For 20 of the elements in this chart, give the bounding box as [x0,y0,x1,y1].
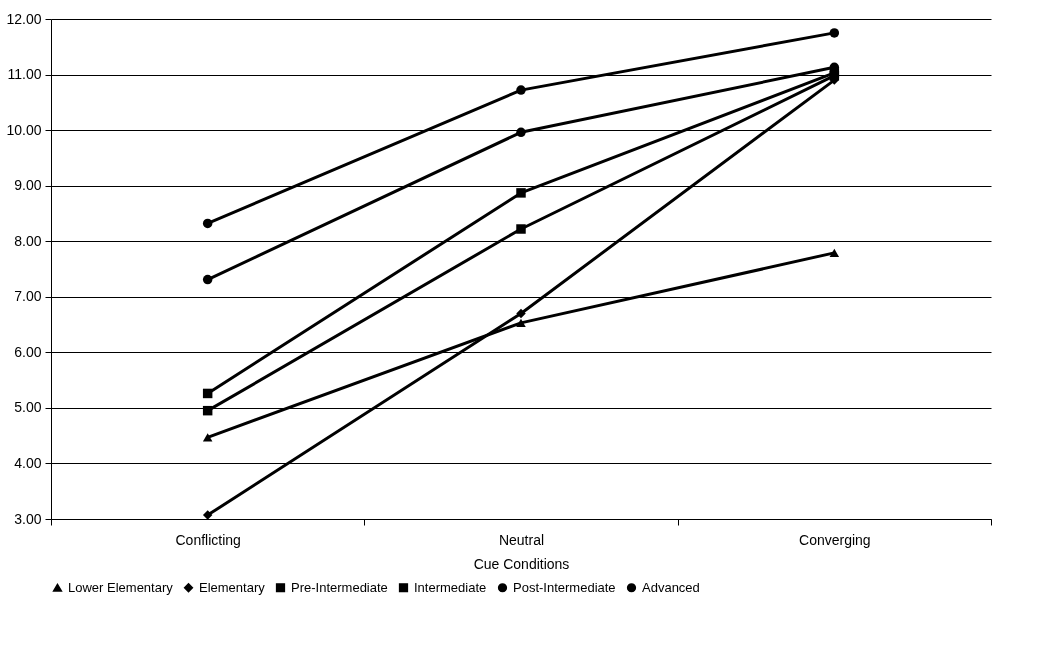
x-tick-label: Neutral [498,531,545,548]
y-tick-label: 6.00 [14,343,42,360]
x-axis-title: Cue Conditions [473,555,570,572]
y-tick-label: 3.00 [14,510,42,527]
legend-label: Lower Elementary [68,579,174,595]
legend-label: Post-Intermediate [513,579,616,595]
y-tick-label: 11.00 [7,66,42,83]
y-tick-label: 7.00 [14,288,42,305]
y-tick-label: 9.00 [14,177,42,194]
x-tick-label: Conflicting [175,531,241,548]
legend-label: Intermediate [414,579,487,595]
legend-label: Advanced [642,579,700,595]
legend-label: Elementary [199,579,266,595]
x-tick-label: Converging [799,531,871,548]
y-tick-label: 8.00 [14,232,42,249]
y-tick-label: 5.00 [14,399,42,416]
y-tick-label: 12.00 [6,10,42,27]
legend-label: Pre-Intermediate [291,579,388,595]
y-tick-label: 4.00 [14,454,42,471]
y-tick-label: 10.00 [6,121,42,138]
